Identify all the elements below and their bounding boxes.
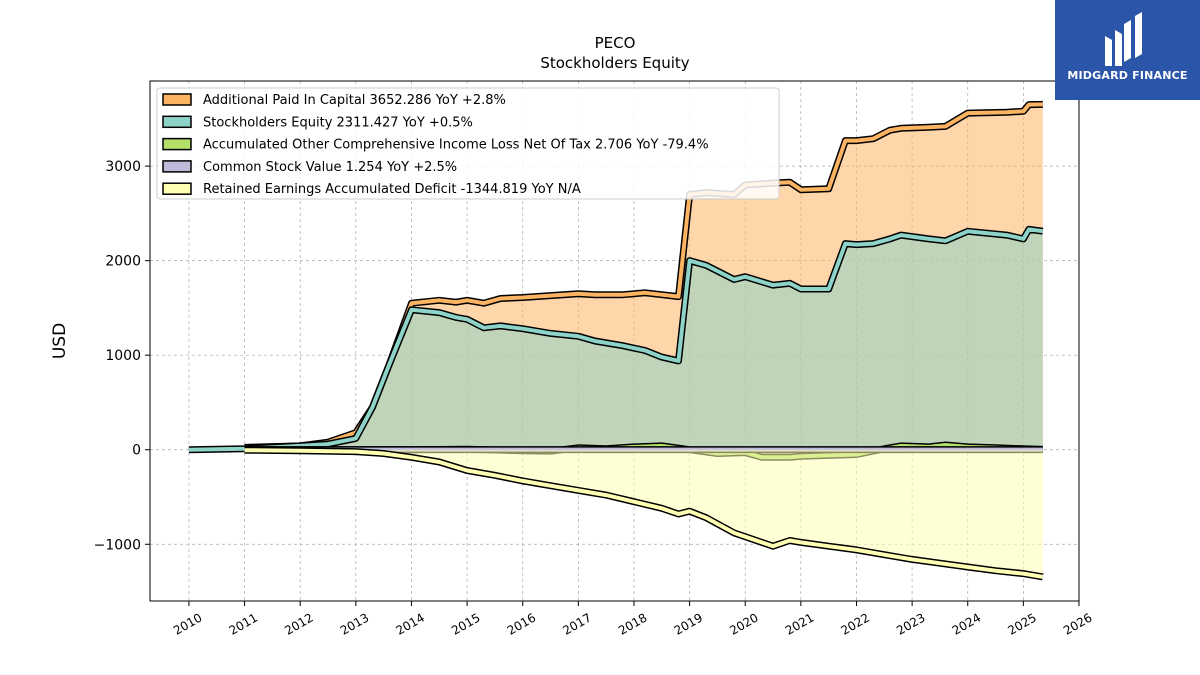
y-tick-label: 1000 xyxy=(105,348,141,364)
x-tick-label: 2024 xyxy=(950,610,983,637)
x-tick-label: 2015 xyxy=(449,610,482,637)
series-area xyxy=(188,229,1043,450)
x-tick-label: 2019 xyxy=(672,610,705,637)
legend-swatch xyxy=(162,93,192,106)
brand-logo: MIDGARD FINANCE xyxy=(1055,0,1200,100)
x-tick-label: 2023 xyxy=(894,610,927,637)
legend-label: Accumulated Other Comprehensive Income L… xyxy=(203,138,709,153)
x-tick-label: 2018 xyxy=(616,610,649,637)
y-tick-label: −1000 xyxy=(94,537,141,553)
series-4 xyxy=(244,446,1044,581)
x-tick-label: 2020 xyxy=(727,610,760,637)
series-line xyxy=(188,227,1044,452)
x-tick-label: 2013 xyxy=(338,610,371,637)
legend-label: Common Stock Value 1.254 YoY +2.5% xyxy=(203,160,457,175)
legend-swatch xyxy=(162,182,192,195)
y-axis: −1000 0 1000 2000 3000 xyxy=(94,159,150,553)
x-tick-label: 2026 xyxy=(1061,610,1094,637)
series-1 xyxy=(188,225,1044,454)
series-line xyxy=(244,448,1044,579)
plot-area xyxy=(188,100,1044,581)
x-tick-label: 2012 xyxy=(282,610,315,637)
x-tick-label: 2014 xyxy=(394,610,427,637)
legend-label: Retained Earnings Accumulated Deficit -1… xyxy=(203,182,581,197)
x-tick-label: 2022 xyxy=(839,610,872,637)
chart-title: PECO xyxy=(595,34,636,52)
chart-subtitle: Stockholders Equity xyxy=(540,54,689,72)
legend-box xyxy=(156,87,780,200)
legend-swatch xyxy=(162,160,192,173)
x-tick-label: 2025 xyxy=(1005,610,1038,637)
y-tick-label: 3000 xyxy=(105,159,141,175)
legend-swatch xyxy=(162,137,192,151)
legend: Additional Paid In Capital 3652.286 YoY … xyxy=(156,87,780,200)
legend-label: Stockholders Equity 2311.427 YoY +0.5% xyxy=(203,115,473,130)
brand-mark-icon xyxy=(1105,12,1142,66)
x-tick-label: 2017 xyxy=(560,610,593,637)
x-axis: 2010 2011 2012 2013 2014 2015 2016 2017 2018 2019… xyxy=(171,601,1095,638)
x-tick-label: 2011 xyxy=(227,610,260,637)
y-tick-label: 2000 xyxy=(105,254,141,270)
y-axis-label: USD xyxy=(50,323,70,359)
brand-name: MIDGARD FINANCE xyxy=(1067,69,1188,82)
y-tick-label: 0 xyxy=(132,443,141,459)
x-tick-label: 2010 xyxy=(171,610,204,637)
series-line xyxy=(244,102,1043,450)
legend-swatch xyxy=(162,115,192,129)
x-tick-label: 2016 xyxy=(505,610,538,637)
legend-label: Additional Paid In Capital 3652.286 YoY … xyxy=(203,93,506,108)
x-tick-label: 2021 xyxy=(783,610,816,637)
plot-frame xyxy=(149,80,1080,602)
